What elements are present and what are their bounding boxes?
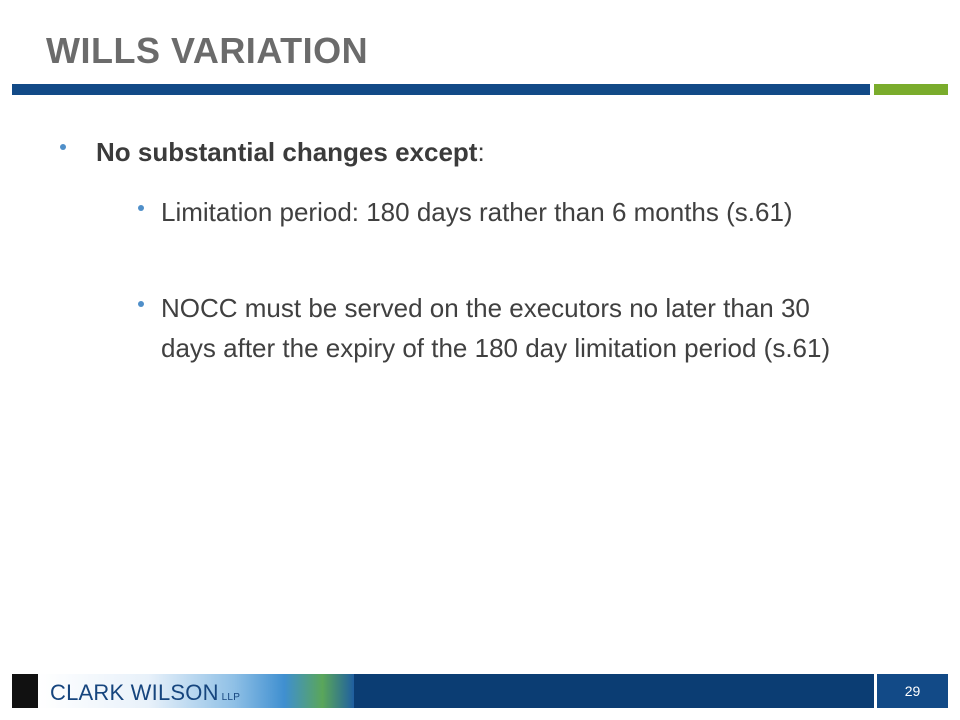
sub-bullet-2: NOCC must be served on the executors no … <box>138 288 851 368</box>
brand-name: CLARK WILSON <box>50 680 219 705</box>
bullet-level1: No substantial changes except: <box>60 134 485 170</box>
bullet-bold-text: No substantial changes except <box>96 137 478 167</box>
sub-bullet-text: NOCC must be served on the executors no … <box>161 293 831 363</box>
bullet-dot-icon <box>138 205 144 211</box>
footer-accent-block <box>12 674 38 708</box>
brand-suffix: LLP <box>221 692 241 703</box>
brand-logo: CLARK WILSON LLP <box>50 680 240 706</box>
bullet-text: No substantial changes except: <box>96 134 485 170</box>
bullet-dot-icon <box>60 144 66 150</box>
sub-bullet-1: Limitation period: 180 days rather than … <box>138 192 851 232</box>
slide-title: WILLS VARIATION <box>46 30 369 71</box>
bullet-suffix: : <box>477 137 485 167</box>
page-number-box: 29 <box>874 674 948 708</box>
footer-logo-background <box>38 674 354 708</box>
title-rule-green <box>874 84 948 95</box>
bullet-dot-icon <box>138 301 144 307</box>
title-rule-blue <box>12 84 870 95</box>
page-number: 29 <box>904 683 921 699</box>
sub-bullet-text: Limitation period: 180 days rather than … <box>161 197 793 227</box>
